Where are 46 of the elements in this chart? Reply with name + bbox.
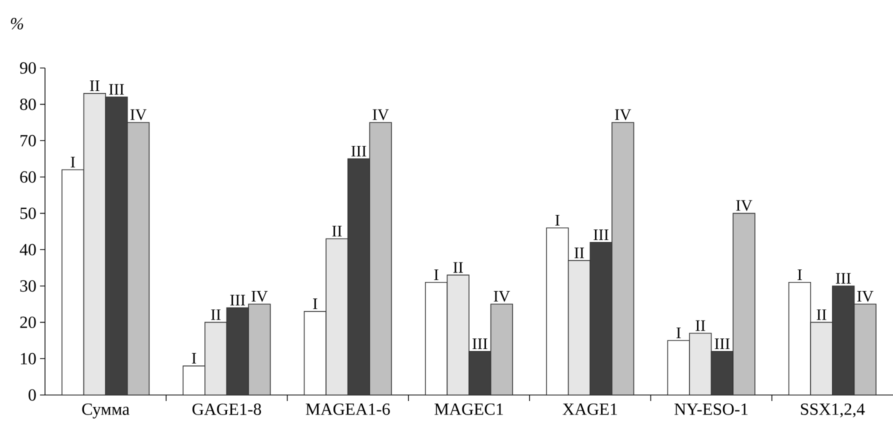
text: IV [372,109,389,120]
text: III [472,338,488,349]
text: II [90,80,100,92]
text: IV [857,291,874,302]
text: II [574,248,584,258]
y-tick-label: 80 [20,98,36,110]
text: IV [130,109,147,120]
text: I [70,156,75,168]
x-tick-label: Сумма [82,404,130,418]
text: III [109,84,124,95]
y-tick-label: 70 [20,134,36,146]
x-tick-label: MAGEC1 [434,404,503,415]
text: III [714,338,730,349]
y-tick-label: 60 [20,171,36,183]
text: II [816,309,826,320]
x-tick-label: XAGE1 [562,404,617,415]
text: II [696,320,706,331]
y-axis-title: % [10,18,24,30]
y-tick-label: 50 [20,208,36,220]
y-tick-label: 0 [28,389,36,401]
y-tick-label: 20 [20,316,36,328]
y-tick-label: 30 [20,280,36,292]
series-label: I [555,214,560,226]
y-tick-label: 90 [20,62,36,74]
series-label: II [453,262,463,273]
y-tick-label: 10 [20,352,36,364]
y-tick-label: 40 [20,244,36,256]
text: III [594,230,608,240]
x-tick-label: SSX1,2,4 [800,404,865,418]
text: II [211,309,221,320]
x-tick-label: GAGE1-8 [192,404,262,415]
series-label: IV [252,291,268,302]
series-label: III [836,273,851,284]
text: IV [736,200,752,211]
text: I [313,298,318,310]
text: III [351,146,366,156]
text: I [192,353,196,364]
text: IV [614,109,632,120]
text: III [230,294,246,306]
text: IV [494,291,510,302]
text: I [676,328,681,338]
text: I [798,269,802,280]
text: I [434,269,438,280]
x-tick-label: MAGEA1-6 [306,404,390,415]
x-tick-label: NY-ESO-1 [674,404,748,415]
text: II [332,226,342,236]
